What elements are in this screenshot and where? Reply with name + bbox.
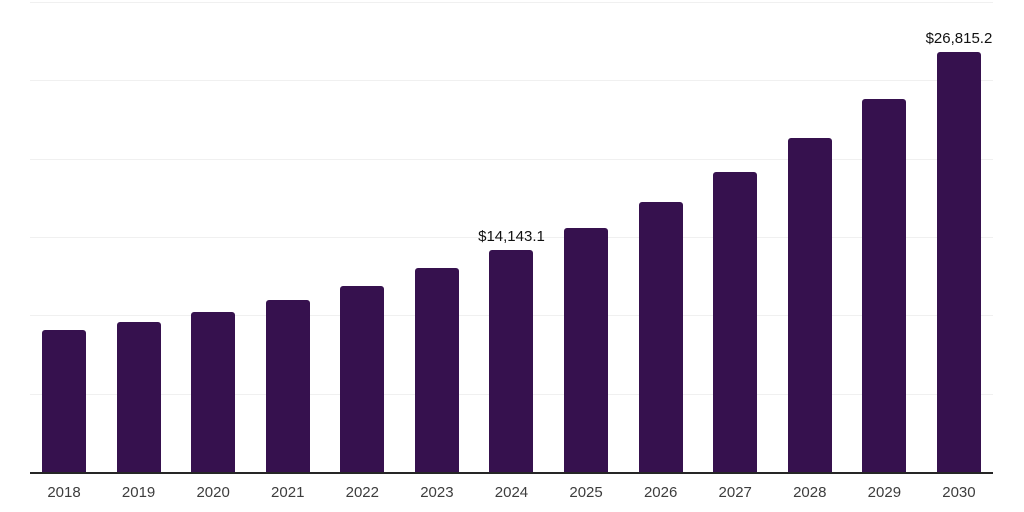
bar-2025 (564, 228, 609, 472)
bar-value-label-2030: $26,815.2 (925, 29, 993, 47)
x-tick-2022: 2022 (345, 484, 379, 501)
bar-2027 (713, 172, 758, 472)
x-tick-2025: 2025 (569, 484, 603, 501)
x-tick-2018: 2018 (47, 484, 81, 501)
bar-2030: $26,815.2 (926, 31, 992, 472)
gridline-15000 (30, 237, 993, 238)
gridline-30000 (30, 2, 993, 3)
bar-2019 (116, 321, 161, 472)
bar-value-label-2024: $14,143.1 (478, 228, 545, 246)
x-tick-2024: 2024 (494, 484, 529, 501)
bar-2028 (787, 138, 832, 472)
x-tick-2020: 2020 (196, 484, 230, 501)
bar-2022 (340, 286, 385, 472)
bar-2026 (638, 202, 683, 472)
bar-2018 (42, 329, 86, 472)
x-tick-2028: 2028 (793, 484, 827, 501)
x-tick-2030: 2030 (942, 484, 976, 501)
x-axis-labels: 2018 2019 2020 2021 2022 2023 2024 2025 2026 2027… (30, 484, 993, 502)
bars-container: $14,143.1 $26,815.2 (30, 2, 993, 472)
gridline-25000 (30, 80, 993, 82)
x-tick-2027: 2027 (718, 484, 752, 501)
bar-2024: $14,143.1 (478, 229, 545, 472)
x-tick-2026: 2026 (643, 484, 678, 501)
x-tick-2019: 2019 (121, 484, 156, 501)
bar-2021 (265, 299, 310, 472)
bar-2023 (414, 267, 459, 472)
x-tick-2023: 2023 (420, 484, 454, 501)
gridline-20000 (30, 158, 993, 160)
plot-area: $14,143.1 $26,815.2 (30, 2, 993, 474)
x-tick-2029: 2029 (867, 484, 902, 501)
x-tick-2021: 2021 (271, 484, 305, 501)
bar-2029 (862, 98, 907, 472)
bar-2020 (191, 311, 236, 472)
